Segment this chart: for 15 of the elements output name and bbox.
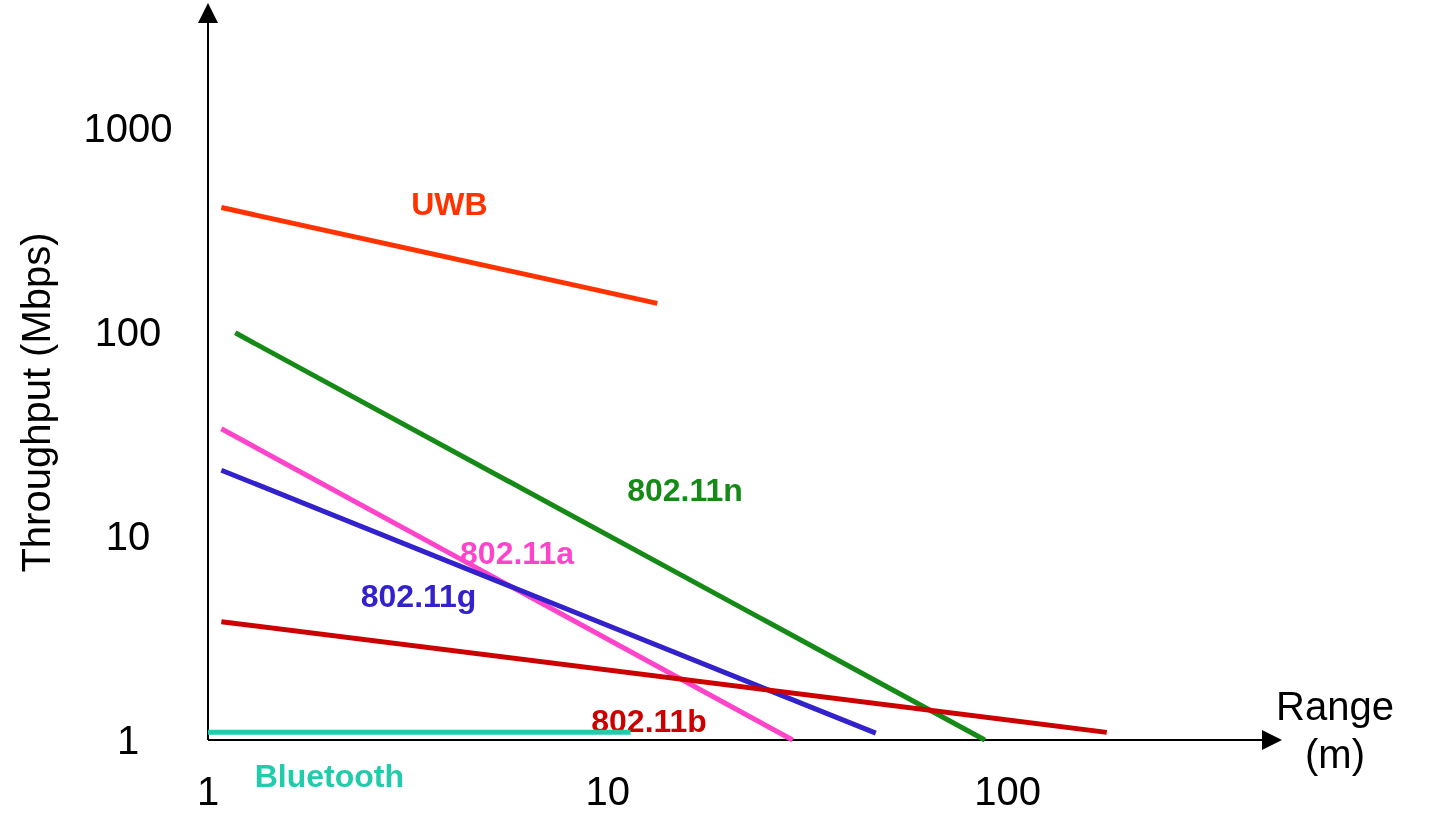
y-tick-label: 1: [116, 718, 140, 762]
x-axis-title: Range (m): [1276, 684, 1394, 776]
series-label: 802.11g: [360, 577, 477, 614]
x-tick-label: 10: [585, 769, 631, 813]
y-tick-label: 1000: [83, 105, 173, 150]
x-tick-label: 1: [196, 769, 220, 813]
series-label: Bluetooth: [254, 758, 404, 795]
series-label: UWB: [411, 186, 488, 223]
y-tick-label: 100: [94, 309, 162, 354]
x-tick-label: 100: [974, 769, 1041, 813]
series-label: 802.11a: [460, 535, 575, 572]
y-axis-title: Throughput (Mbps): [14, 232, 58, 573]
series-label: 802.11n: [627, 472, 743, 509]
series-label: 802.11b: [591, 703, 707, 740]
y-tick-label: 10: [105, 513, 151, 558]
